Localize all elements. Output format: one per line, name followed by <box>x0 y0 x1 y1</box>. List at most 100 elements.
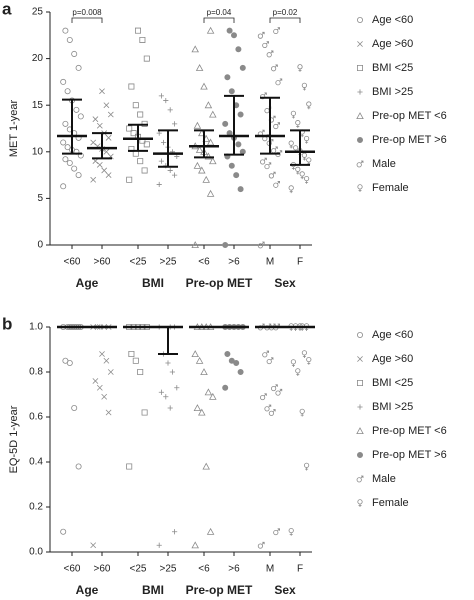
panel-label: a <box>2 0 12 18</box>
y-tick-label: 25 <box>32 7 44 18</box>
data-point <box>224 74 231 81</box>
data-point <box>224 351 231 357</box>
data-point <box>204 388 213 396</box>
data-point <box>132 357 139 364</box>
p-bracket <box>203 17 235 23</box>
data-point <box>257 31 265 39</box>
y-tick-label: 0 <box>37 240 43 251</box>
data-point <box>60 183 67 190</box>
data-point <box>71 405 78 411</box>
data-point <box>165 360 171 366</box>
legend-label: BMI >25 <box>372 86 413 98</box>
group-label: Age <box>76 583 99 597</box>
data-point <box>295 120 301 128</box>
legend-label: BMI >25 <box>372 401 413 413</box>
x-tick-label: >60 <box>94 257 111 268</box>
x-tick-label: M <box>266 564 274 575</box>
data-point <box>191 241 199 248</box>
p-value: p=0.008 <box>72 8 102 17</box>
legend-marker <box>356 160 364 168</box>
group-label: Pre-op MET <box>186 583 253 597</box>
data-point <box>273 27 280 35</box>
data-point <box>228 88 235 95</box>
data-point <box>60 139 67 146</box>
data-point <box>172 121 178 127</box>
data-point <box>193 121 202 129</box>
data-point <box>304 462 310 471</box>
data-point <box>172 172 178 178</box>
data-point <box>62 156 69 163</box>
data-point <box>96 161 103 168</box>
x-tick-label: >25 <box>160 257 177 268</box>
legend-label: Pre-op MET <6 <box>372 425 447 437</box>
data-point <box>105 172 112 178</box>
data-point <box>92 116 99 123</box>
data-point <box>195 356 204 364</box>
data-point <box>262 350 269 358</box>
data-point <box>141 409 148 416</box>
data-point <box>139 36 146 43</box>
data-point <box>204 152 213 160</box>
data-point <box>105 409 112 416</box>
data-point <box>198 408 206 416</box>
data-point <box>156 130 162 136</box>
data-point <box>266 50 274 58</box>
data-point <box>99 351 105 357</box>
legend-marker <box>356 112 364 119</box>
data-point <box>235 141 242 148</box>
legend-marker <box>357 89 363 95</box>
data-point <box>96 384 103 391</box>
data-point <box>90 176 97 183</box>
legend-label: Age <60 <box>372 14 413 26</box>
data-point <box>191 45 199 53</box>
legend-label: Female <box>372 497 409 509</box>
data-point <box>198 166 206 174</box>
x-tick-label: <25 <box>130 564 147 575</box>
legend-label: Age >60 <box>372 38 413 50</box>
data-point <box>275 388 283 396</box>
data-point <box>231 32 238 39</box>
data-point <box>96 122 103 129</box>
y-tick-label: 5 <box>37 193 43 204</box>
legend-marker <box>357 137 364 143</box>
data-point <box>128 351 135 357</box>
data-point <box>257 541 265 549</box>
data-point <box>135 27 141 34</box>
data-point <box>137 158 144 165</box>
data-point <box>90 139 97 146</box>
data-point <box>163 394 169 400</box>
data-point <box>193 404 202 411</box>
data-point <box>195 63 204 71</box>
y-tick-label: 0.2 <box>29 502 43 513</box>
data-point <box>257 241 265 249</box>
data-point <box>71 51 78 57</box>
data-point <box>206 527 215 535</box>
group-label: BMI <box>142 276 164 290</box>
legend-label: Male <box>372 473 396 485</box>
data-point <box>101 393 108 400</box>
legend-marker <box>357 332 364 338</box>
data-point <box>209 157 217 165</box>
data-point <box>158 389 164 395</box>
data-point <box>137 369 144 375</box>
data-point <box>75 463 82 470</box>
data-point <box>301 152 308 161</box>
data-point <box>301 350 308 358</box>
data-point <box>304 135 310 144</box>
data-point <box>266 139 274 146</box>
data-point <box>288 527 294 536</box>
data-point <box>66 37 73 43</box>
y-tick-label: 15 <box>32 100 44 111</box>
data-point <box>271 64 278 72</box>
data-point <box>158 158 164 164</box>
p-value: p=0.04 <box>207 8 232 17</box>
legend-label: Pre-op MET >6 <box>372 449 447 461</box>
data-point <box>297 64 303 72</box>
legend-label: BMI <25 <box>372 62 413 74</box>
data-point <box>226 27 233 34</box>
y-tick-label: 0.8 <box>29 367 43 378</box>
legend-marker <box>357 404 363 410</box>
data-point <box>75 172 82 179</box>
data-point <box>288 185 294 194</box>
